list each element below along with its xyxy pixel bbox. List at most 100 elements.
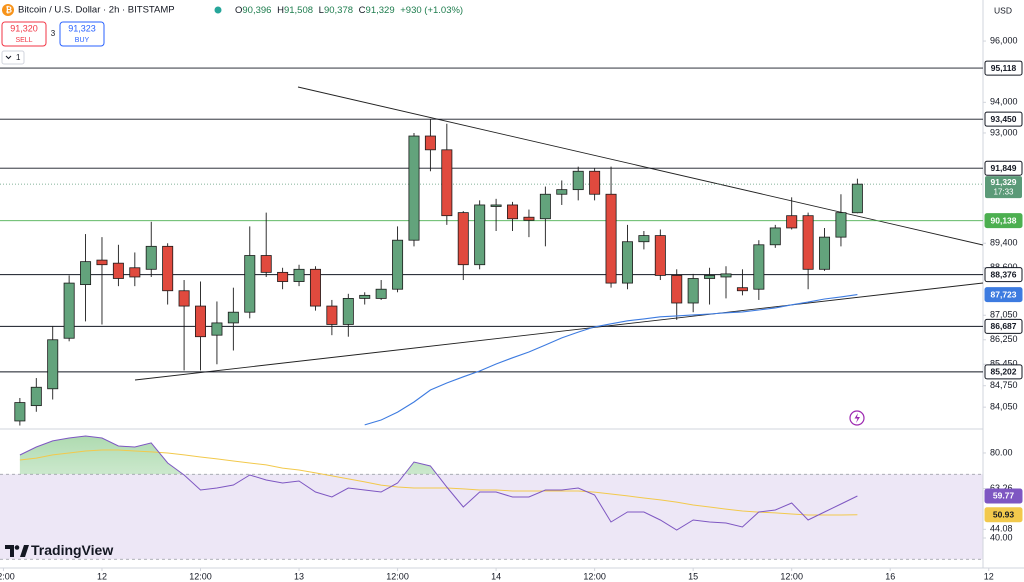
symbol-glyph: ₿ [6,6,13,15]
y-tick-label: 85,450 [990,359,1018,369]
candle-body [539,193,551,220]
alert-icon[interactable] [849,410,865,426]
candle-body [605,193,617,284]
y-tick-label: 44.08 [990,524,1013,534]
candle-body [490,204,502,207]
candle-body [638,235,650,243]
candle-body [621,241,633,284]
y-tick-label: 87,050 [990,310,1018,320]
y-tick-label: 93,000 [990,127,1018,137]
ohlc-key: C [359,5,366,16]
x-tick-label: 12:00 [780,571,803,581]
candle-body [736,287,748,292]
sell-label: SELL [15,37,32,44]
y-tick-label: 84,050 [990,402,1018,412]
candle-body [441,149,453,217]
y-tick-label: 84,750 [990,380,1018,390]
y-tick-label: 40.00 [990,532,1013,542]
candle-body [704,275,716,279]
buy-label: BUY [75,37,90,44]
candle-body [359,294,371,299]
candle-body [424,135,436,151]
x-tick-label: 12:00 [583,571,606,581]
candle-body [277,271,289,282]
ohlc-value: 90,396 [242,5,271,16]
symbol[interactable]: Bitcoin / U.S. Dollar · 2h · BITSTAMP [18,5,175,16]
x-tick-label: 15 [688,571,698,581]
level-label-box [984,213,1023,229]
candle-body [195,305,206,338]
x-tick-label: 12:00 [0,571,15,581]
candle-body [293,268,305,282]
candle-body [14,402,26,422]
sell-button[interactable] [1,21,47,47]
ohlc: O90,396 H91,508 L90,378 C91,329 +930 (+1… [235,5,463,16]
candle-body [786,215,798,229]
buy-button[interactable] [59,21,105,47]
candle-body [112,262,124,279]
rsi-band [0,474,983,560]
x-tick-label: 12 [984,571,994,581]
candle-body [342,298,354,325]
candle-body [851,183,863,214]
ohlc-key: O [235,5,242,16]
candle-body [769,227,781,246]
x-tick-label: 16 [885,571,895,581]
ma-label: 87,723 [991,289,1017,299]
candle-body [211,322,223,336]
level-label-box [984,364,1023,380]
last-price-box [985,176,1022,199]
candle-body [63,282,75,339]
candle-body [96,259,108,266]
candle-body [802,215,814,270]
rsi-value-label-box [984,488,1023,504]
candle-body [654,235,666,276]
level-label: 88,376 [991,269,1017,279]
candle-body [572,170,584,191]
currency[interactable]: USD [994,5,1012,15]
trendline [134,282,983,381]
legend: ₿ Bitcoin / U.S. Dollar · 2h · BITSTAMP … [1,4,463,65]
candle-body [129,267,141,278]
y-tick-label: 94,000 [990,97,1018,107]
brand-mark [20,545,29,557]
countdown: 17:33 [993,187,1014,196]
level-label-box [984,111,1023,127]
buy-price: 91,323 [68,23,96,33]
rsi-value-label: 50.93 [993,510,1015,520]
market-status [214,6,222,14]
candle-body [408,135,420,241]
rsi-value-label-box [984,507,1023,523]
ohlc-key: H [277,5,284,16]
candle-body [375,288,387,299]
last-price-label: 91,329 [991,177,1017,187]
candle-body [145,245,157,270]
candle-body [244,255,256,313]
candle-body [671,275,683,304]
candle-body [835,212,847,238]
candle-body [260,255,272,273]
collapse-button[interactable] [1,50,25,65]
level-label: 93,450 [991,114,1017,124]
alert-bolt [854,413,860,423]
sell-price: 91,320 [10,23,38,33]
candle-body [507,204,519,220]
candle-body [687,278,699,304]
candle-body [80,261,92,286]
y-tick-label: 86,250 [990,334,1018,344]
x-tick-label: 13 [294,571,304,581]
rsi-line [19,435,858,531]
spread: 3 [51,29,56,38]
candle-body [309,268,321,307]
candle-body [30,386,42,407]
rsi-pane [0,435,983,560]
moving-average [364,294,858,426]
candle-body [227,311,239,324]
level-label-box [984,160,1023,176]
x-tick-label: 12:00 [189,571,212,581]
change: +930 (+1.03%) [400,5,463,16]
ohlc-value: 91,329 [366,5,395,16]
candle-body [474,204,486,266]
x-tick-label: 12:00 [386,571,409,581]
level-label-box [984,267,1023,283]
